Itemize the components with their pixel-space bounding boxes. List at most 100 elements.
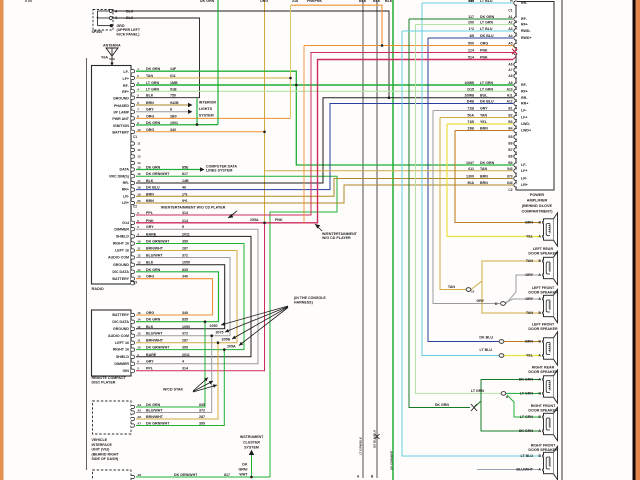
svg-text:H: H [510,0,513,3]
svg-text:SHIELD: SHIELD [116,235,130,239]
svg-text:85E: 85E [182,166,189,170]
svg-text:ORG: ORG [480,42,488,46]
svg-text:4: 4 [182,360,184,364]
svg-text:12: 12 [137,148,141,152]
svg-text:(IN THE CONSOLE: (IN THE CONSOLE [294,296,326,300]
svg-text:1MB: 1MB [170,81,178,85]
svg-text:BLK: BLK [373,0,381,3]
svg-text:399: 399 [199,422,205,426]
svg-text:835: 835 [199,403,205,407]
svg-text:6: 6 [137,101,139,105]
svg-text:9: 9 [137,121,139,125]
svg-text:835: 835 [182,268,188,272]
svg-text:340: 340 [182,311,188,315]
svg-text:BLK: BLK [146,179,154,183]
svg-text:9: 9 [137,219,139,223]
svg-text:DK BLU: DK BLU [146,186,160,190]
svg-text:PHASED: PHASED [114,104,129,108]
svg-text:13: 13 [137,261,141,265]
svg-text:372: 372 [199,409,205,413]
svg-text:BRN/WHT: BRN/WHT [146,247,164,251]
svg-text:DK GRN: DK GRN [146,121,161,125]
svg-text:SP300: SP300 [92,30,103,34]
svg-text:PNK: PNK [275,218,283,222]
svg-text:LF+: LF+ [521,169,528,173]
svg-text:1300: 1300 [466,175,474,179]
svg-text:611: 611 [468,167,474,171]
svg-text:PNK: PNK [146,219,154,223]
svg-text:BRN/WHT: BRN/WHT [146,339,164,343]
svg-text:SYSTEM: SYSTEM [199,114,214,118]
svg-text:C1: C1 [508,9,512,13]
svg-text:PNK: PNK [480,56,488,60]
svg-text:TAN: TAN [146,74,154,78]
svg-text:835: 835 [182,318,188,322]
svg-text:DIC DATA: DIC DATA [112,270,129,274]
svg-text:LT BLU: LT BLU [480,0,493,3]
svg-text:BLU/WHT: BLU/WHT [146,332,163,336]
svg-text:1050: 1050 [182,325,190,329]
svg-text:2: 2 [137,74,139,78]
svg-text:500: 500 [468,42,474,46]
svg-text:205B: 205B [222,338,231,342]
svg-text:SHIELD: SHIELD [116,355,130,359]
svg-text:BLK: BLK [385,0,393,3]
svg-text:LT GRN: LT GRN [480,87,494,91]
svg-text:DOOR SPEAKER: DOOR SPEAKER [528,291,558,295]
svg-text:C1: C1 [133,135,137,139]
svg-text:DK GRN/WHT: DK GRN/WHT [390,450,394,470]
svg-text:RADIO: RADIO [92,287,104,291]
svg-text:(BEHIND RIGHT: (BEHIND RIGHT [92,452,120,456]
svg-text:10: 10 [471,290,475,294]
svg-text:91B: 91B [170,87,177,91]
svg-text:1901: 1901 [170,121,178,125]
svg-text:CLUSTER: CLUSTER [243,441,260,445]
svg-text:71B: 71B [467,120,474,124]
svg-text:IGNITION: IGNITION [113,124,129,128]
svg-text:TAN: TAN [526,311,534,315]
svg-text:314: 314 [182,367,188,371]
svg-text:20: 20 [137,199,141,203]
svg-text:RF-: RF- [521,17,528,21]
svg-text:B9: B9 [508,161,512,165]
svg-text:A9: A9 [508,81,512,85]
svg-text:13: 13 [137,155,141,159]
svg-text:HARNESS): HARNESS) [294,300,314,304]
svg-text:545: 545 [469,0,474,3]
svg-text:BRN/WHT: BRN/WHT [146,415,164,419]
svg-text:TAN: TAN [480,114,488,118]
svg-text:14: 14 [137,268,141,272]
svg-text:LT GRN: LT GRN [480,81,494,85]
svg-text:REMOTE COMPACT: REMOTE COMPACT [92,376,127,380]
svg-text:VRC DIM(S): VRC DIM(S) [109,174,130,178]
svg-text:BARE: BARE [146,353,157,357]
svg-text:RWD+: RWD+ [521,36,532,40]
svg-text:BRN: BRN [146,192,154,196]
svg-text:COMPARTMENT): COMPARTMENT) [522,210,554,214]
svg-text:AUDIO COM: AUDIO COM [108,334,129,338]
svg-text:287: 287 [182,339,188,343]
svg-text:A: A [357,475,360,479]
svg-text:INTERFACE: INTERFACE [92,443,113,447]
svg-text:1*6: 1*6 [182,192,187,196]
svg-text:A7: A7 [137,422,141,426]
svg-text:(UPPER LEFT: (UPPER LEFT [117,28,141,32]
svg-text:DIMMER: DIMMER [114,227,129,231]
svg-text:RIGHT 16: RIGHT 16 [113,242,129,246]
svg-text:LT GRN: LT GRN [471,389,485,393]
svg-text:VEHICLE: VEHICLE [92,438,108,442]
svg-text:BARE: BARE [146,232,157,236]
svg-text:14: 14 [137,161,141,165]
svg-text:10MB: 10MB [464,81,474,85]
svg-text:5: 5 [137,94,139,98]
svg-text:DOOR SPEAKER: DOOR SPEAKER [528,370,558,374]
svg-text:BATTERY: BATTERY [112,277,129,281]
svg-text:B5: B5 [508,135,512,139]
svg-text:BRN: BRN [525,340,533,344]
svg-text:POWER: POWER [530,193,545,197]
svg-text:DK GRN: DK GRN [480,15,495,19]
svg-text:DK GRN: DK GRN [435,403,450,407]
svg-text:LT GRN: LT GRN [520,392,534,396]
svg-text:200: 200 [468,21,474,25]
svg-text:BLU/WHT: BLU/WHT [146,409,163,413]
